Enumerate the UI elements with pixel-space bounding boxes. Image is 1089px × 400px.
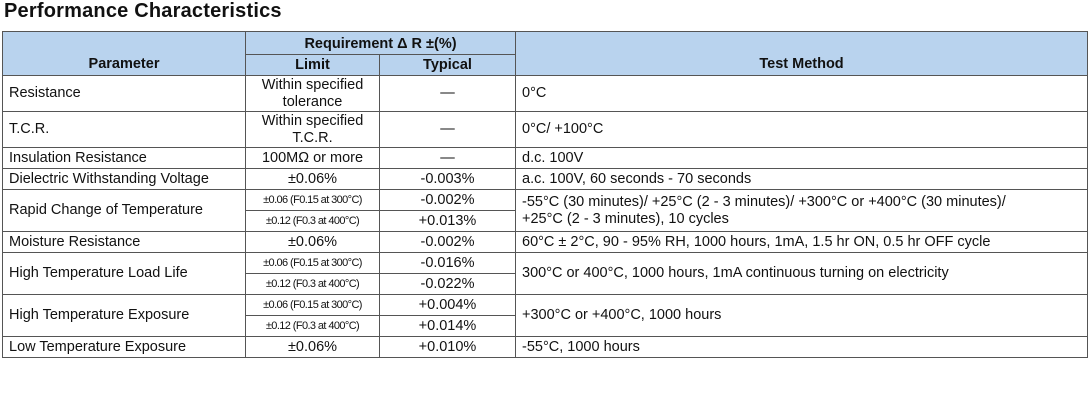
table-row: Resistance Within specified tolerance — 0… [2,75,1088,112]
cell-parameter: High Temperature Load Life [2,252,246,295]
cell-test-line: +25°C (2 - 3 minutes), 10 cycles [522,210,729,227]
cell-test: -55°C, 1000 hours [515,336,1088,358]
cell-limit: ±0.12 (F0.3 at 400°C) [245,210,380,232]
cell-test: 60°C ± 2°C, 90 - 95% RH, 1000 hours, 1mA… [515,231,1088,253]
table-row: High Temperature Load Life ±0.06 (F0.15 … [2,252,1088,295]
table-row: T.C.R. Within specified T.C.R. — 0°C/ +10… [2,111,1088,148]
cell-test: a.c. 100V, 60 seconds - 70 seconds [515,168,1088,190]
cell-typical: — [379,111,516,148]
cell-limit: ±0.06 (F0.15 at 300°C) [245,294,380,316]
cell-limit: ±0.06% [245,168,380,190]
cell-typical: -0.002% [379,231,516,253]
cell-typical: +0.013% [379,210,516,232]
header-parameter: Parameter [2,31,246,76]
cell-parameter: Low Temperature Exposure [2,336,246,358]
cell-typical: +0.010% [379,336,516,358]
table-row: Dielectric Withstanding Voltage ±0.06% -… [2,168,1088,190]
cell-parameter: T.C.R. [2,111,246,148]
cell-typical: -0.003% [379,168,516,190]
cell-typical: +0.014% [379,315,516,337]
cell-test: 0°C/ +100°C [515,111,1088,148]
cell-typical: -0.022% [379,273,516,295]
cell-test: -55°C (30 minutes)/ +25°C (2 - 3 minutes… [515,189,1088,232]
table-row: Insulation Resistance 100MΩ or more — d.… [2,147,1088,169]
cell-limit-line: T.C.R. [292,129,333,146]
cell-parameter: Insulation Resistance [2,147,246,169]
cell-limit: ±0.06 (F0.15 at 300°C) [245,189,380,211]
cell-parameter: Rapid Change of Temperature [2,189,246,232]
cell-limit-line: Within specified [261,112,364,129]
cell-typical: -0.016% [379,252,516,274]
table-row: ±0.12 (F0.3 at 400°C) +0.014% [3,315,1088,337]
cell-limit: ±0.12 (F0.3 at 400°C) [245,315,380,337]
cell-test: 0°C [515,75,1088,112]
cell-limit: ±0.06% [245,231,380,253]
cell-limit: ±0.06% [245,336,380,358]
cell-typical: — [379,147,516,169]
header-limit: Limit [245,54,380,76]
cell-limit-line: Within specified [261,76,364,93]
page-title: Performance Characteristics [4,0,282,22]
cell-parameter: Resistance [2,75,246,112]
cell-parameter: Moisture Resistance [2,231,246,253]
cell-limit: Within specified tolerance [245,75,380,112]
cell-parameter: Dielectric Withstanding Voltage [2,168,246,190]
table-row: High Temperature Exposure ±0.06 (F0.15 a… [2,294,1088,337]
cell-test: +300°C or +400°C, 1000 hours [515,294,1088,337]
performance-table: Parameter Requirement Δ R ±(%) Test Meth… [2,31,1088,358]
cell-test: 300°C or 400°C, 1000 hours, 1mA continuo… [515,252,1088,295]
table-row: Low Temperature Exposure ±0.06% +0.010% … [2,336,1088,358]
table-row: Moisture Resistance ±0.06% -0.002% 60°C … [2,231,1088,253]
cell-limit: ±0.12 (F0.3 at 400°C) [245,273,380,295]
cell-parameter: High Temperature Exposure [2,294,246,337]
header-requirement: Requirement Δ R ±(%) [245,31,516,55]
cell-limit-line: tolerance [282,93,343,110]
header-test-method: Test Method [515,31,1088,76]
cell-limit: ±0.06 (F0.15 at 300°C) [245,252,380,274]
cell-limit: Within specified T.C.R. [245,111,380,148]
cell-test-line: -55°C (30 minutes)/ +25°C (2 - 3 minutes… [522,193,1006,210]
cell-test: d.c. 100V [515,147,1088,169]
header-typical: Typical [379,54,516,76]
table-row: Rapid Change of Temperature ±0.06 (F0.15… [2,189,1088,232]
cell-typical: — [379,75,516,112]
cell-typical: +0.004% [379,294,516,316]
cell-limit: 100MΩ or more [245,147,380,169]
cell-typical: -0.002% [379,189,516,211]
